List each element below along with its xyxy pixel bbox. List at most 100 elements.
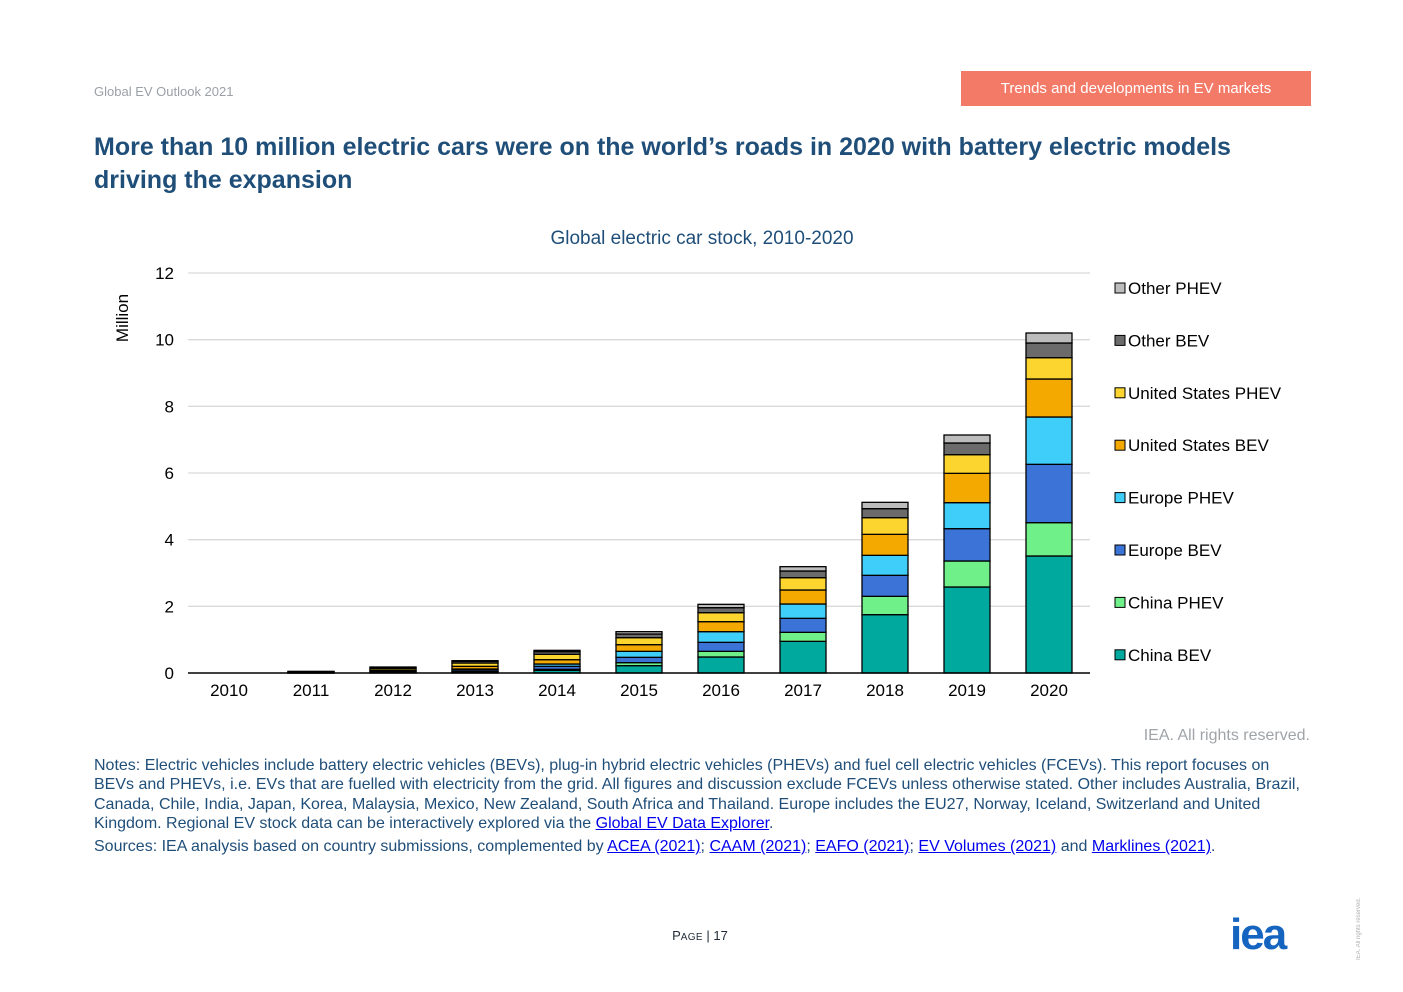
section-tag: Trends and developments in EV markets (961, 71, 1311, 106)
sources-separator: ; (909, 838, 919, 856)
legend-label: Europe PHEV (1128, 489, 1234, 508)
bar-segment (861, 574, 909, 597)
y-tick-label: 2 (165, 597, 174, 616)
bar-segment (861, 508, 909, 519)
bar-segment (1025, 357, 1073, 380)
bar-segment (615, 631, 663, 635)
bar-segment (533, 653, 581, 661)
legend-label: China BEV (1128, 646, 1212, 665)
bar-segment (943, 586, 991, 674)
bar-segment (861, 501, 909, 510)
credit-text: IEA. All rights reserved. (1143, 727, 1310, 744)
x-tick-label: 2012 (374, 681, 412, 700)
bar-segment (1025, 378, 1073, 418)
y-tick-label: 0 (165, 664, 174, 683)
link-caam[interactable]: CAAM (2021) (709, 838, 807, 856)
bar-segment (861, 554, 909, 576)
bar-segment (943, 454, 991, 474)
y-tick-label: 6 (165, 464, 174, 483)
bar-segment (697, 641, 745, 652)
link-ev-volumes[interactable]: EV Volumes (2021) (918, 838, 1057, 856)
x-tick-label: 2014 (538, 681, 576, 700)
legend-swatch (1114, 596, 1126, 608)
page-number: PAGE | 17 (600, 928, 800, 943)
x-tick-label: 2015 (620, 681, 658, 700)
y-tick-label: 12 (155, 264, 174, 283)
x-tick-label: 2020 (1030, 681, 1068, 700)
link-marklines[interactable]: Marklines (2021) (1091, 838, 1212, 856)
y-tick-label: 10 (155, 331, 174, 350)
bar-segment (1025, 555, 1073, 674)
x-tick-label: 2011 (293, 681, 330, 700)
legend-swatch (1114, 649, 1126, 661)
bar-segment (779, 566, 827, 572)
bar-segment (287, 670, 335, 673)
page-divider: | (702, 928, 714, 943)
legend-label: Other BEV (1128, 331, 1210, 350)
chart-title: Global electric car stock, 2010-2020 (550, 228, 854, 249)
bar-segment (697, 650, 745, 658)
sources-and: and (1056, 838, 1092, 856)
bar-segment (779, 631, 827, 642)
bar-segment (697, 603, 745, 609)
bar-segment (943, 528, 991, 562)
bar-segment (779, 589, 827, 605)
bar-segment (615, 644, 663, 652)
bar-segment (861, 614, 909, 674)
legend-swatch (1114, 387, 1126, 399)
bar-segment (615, 665, 663, 674)
x-tick-label: 2018 (866, 681, 904, 700)
bar-segment (779, 570, 827, 579)
legend-swatch (1114, 439, 1126, 451)
bar-segment (697, 612, 745, 623)
x-tick-label: 2016 (702, 681, 740, 700)
bar-segment (861, 517, 909, 535)
bar-segment (943, 442, 991, 456)
bar-segment (1025, 332, 1073, 344)
legend-label: United States BEV (1128, 436, 1269, 455)
sources-separator: ; (700, 838, 710, 856)
bar-segment (943, 472, 991, 504)
x-tick-label: 2013 (456, 681, 494, 700)
sources-prefix: Sources: IEA analysis based on country s… (94, 838, 608, 856)
page-label-first: P (672, 928, 681, 943)
x-tick-label: 2019 (948, 681, 986, 700)
x-tick-label: 2017 (784, 681, 822, 700)
vertical-rights-text: IEA. All rights reserved. (1356, 897, 1362, 960)
bar-segment (1025, 342, 1073, 359)
bar-segment (697, 656, 745, 674)
bar-segment (1025, 522, 1073, 557)
page-label-rest: AGE (680, 932, 703, 943)
page-title: More than 10 million electric cars were … (94, 133, 1231, 194)
bar-segment (697, 621, 745, 633)
y-axis-label: Million (113, 294, 132, 342)
bar-segment (697, 607, 745, 614)
notes-paragraph: Notes: Electric vehicles include battery… (94, 756, 1309, 833)
legend-label: China PHEV (1128, 593, 1224, 612)
bar-segment (1025, 416, 1073, 465)
link-global-ev-data-explorer[interactable]: Global EV Data Explorer (595, 814, 770, 832)
bar-segment (943, 560, 991, 588)
y-tick-label: 4 (165, 531, 174, 550)
link-acea[interactable]: ACEA (2021) (607, 838, 701, 856)
bar-segment (943, 502, 991, 530)
legend-swatch (1114, 334, 1126, 346)
link-eafo[interactable]: EAFO (2021) (815, 838, 910, 856)
bar-segment (779, 577, 827, 591)
legend-label: United States PHEV (1128, 384, 1282, 403)
legend-swatch (1114, 544, 1126, 556)
notes-text: Notes: Electric vehicles include battery… (94, 757, 1300, 832)
bar-segment (697, 631, 745, 643)
legend-label: Other PHEV (1128, 279, 1222, 298)
x-tick-label: 2010 (210, 681, 248, 700)
legend-swatch (1114, 282, 1126, 294)
bar-segment (615, 656, 663, 664)
notes-end: . (769, 814, 774, 832)
legend-swatch (1114, 492, 1126, 504)
notes-block: Notes: Electric vehicles include battery… (94, 756, 1309, 856)
y-tick-label: 8 (165, 397, 174, 416)
bar-segment (1025, 463, 1073, 524)
bar-segment (533, 659, 581, 665)
bar-segment (861, 595, 909, 616)
